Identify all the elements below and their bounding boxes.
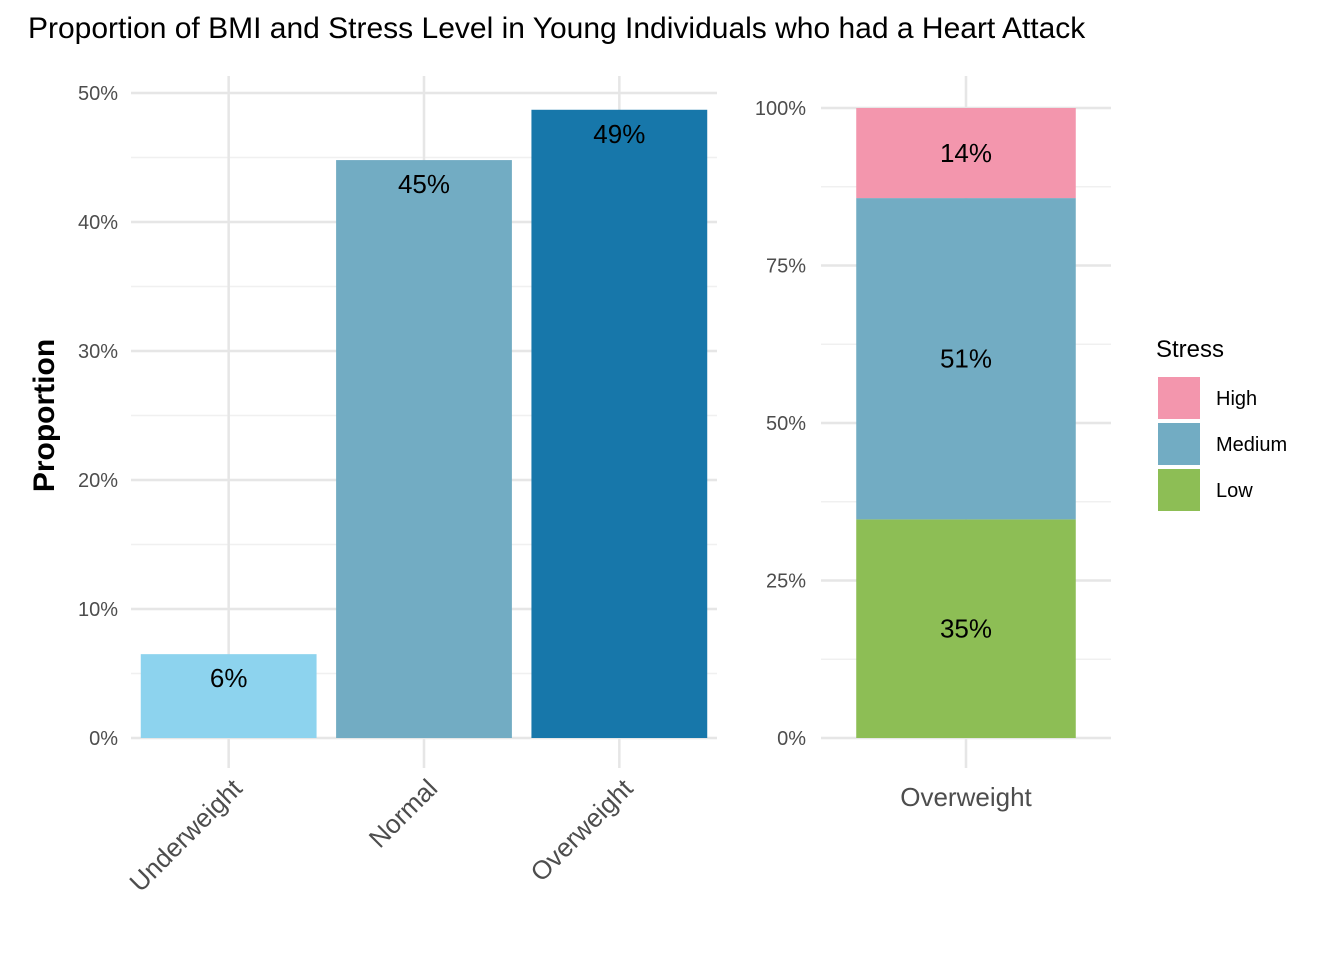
y-tick-label: 40% xyxy=(78,212,118,234)
y-tick-label: 100% xyxy=(755,98,806,120)
segment-data-label: 14% xyxy=(940,138,992,168)
y-tick-label: 10% xyxy=(78,599,118,621)
legend-label-low: Low xyxy=(1216,480,1253,502)
bar-data-label: 45% xyxy=(398,169,450,199)
y-tick-label: 50% xyxy=(766,413,806,435)
segment-data-label: 51% xyxy=(940,344,992,374)
stacked-segment-low xyxy=(856,519,1076,738)
y-axis-title: Proportion xyxy=(28,339,61,492)
bar-data-label: 49% xyxy=(593,119,645,149)
x-tick-label: Overweight xyxy=(524,772,639,887)
y-tick-label: 0% xyxy=(777,728,806,750)
legend-label-medium: Medium xyxy=(1216,434,1287,456)
segment-data-label: 35% xyxy=(940,614,992,644)
y-tick-label: 25% xyxy=(766,571,806,593)
legend-swatch-low xyxy=(1158,469,1200,511)
y-tick-label: 20% xyxy=(78,470,118,492)
stress-proportion-panel: 0% 25% 50% 75% 100% 35% 51% 14% Overweight xyxy=(755,76,1111,812)
stacked-segment-medium xyxy=(856,198,1076,520)
legend-swatch-high xyxy=(1158,377,1200,419)
legend-title: Stress xyxy=(1156,336,1224,363)
y-tick-label: 30% xyxy=(78,341,118,363)
legend-label-high: High xyxy=(1216,388,1257,410)
stacked-segment-high xyxy=(856,108,1076,199)
y-tick-label: 75% xyxy=(766,256,806,278)
y-tick-label: 0% xyxy=(89,728,118,750)
bar-overweight xyxy=(531,109,708,738)
legend-swatch-medium xyxy=(1158,423,1200,465)
y-tick-label: 50% xyxy=(78,83,118,105)
bar-underweight xyxy=(140,654,317,738)
x-tick-label: Underweight xyxy=(123,772,248,897)
chart-title: Proportion of BMI and Stress Level in Yo… xyxy=(28,12,1086,45)
x-tick-label: Normal xyxy=(363,773,443,853)
bmi-proportion-panel: 0% 10% 20% 30% 40% 50% 6% Underweight 45% Normal 4… xyxy=(28,76,717,897)
x-tick-label: Overweight xyxy=(900,782,1032,812)
bar-data-label: 6% xyxy=(210,663,248,693)
bar-normal xyxy=(336,160,512,738)
stress-legend: Stress High Medium Low xyxy=(1156,336,1287,511)
